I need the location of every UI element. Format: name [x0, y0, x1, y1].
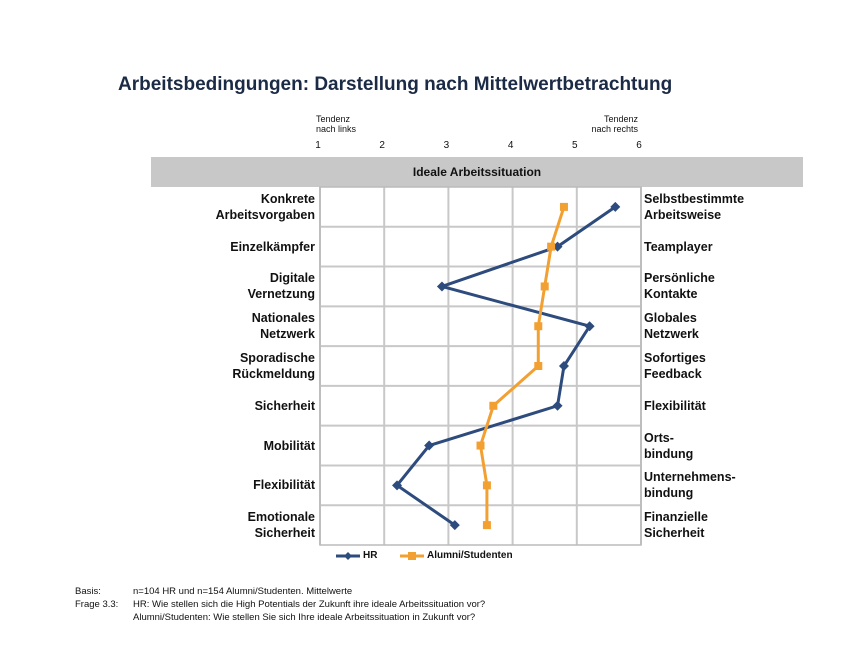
legend-label: Alumni/Studenten [427, 550, 513, 561]
note-text: n=104 HR und n=154 Alumni/Studenten. Mit… [133, 586, 353, 597]
marker [449, 520, 460, 531]
category-right: Flexibilität [644, 398, 706, 413]
note-text: HR: Wie stellen sich die High Potentials… [133, 599, 486, 610]
category-left: Flexibilität [253, 478, 315, 493]
category-left: Sporadische Rückmeldung [232, 351, 315, 381]
x-tick-label: 1 [315, 140, 321, 151]
category-right: Sofortiges Feedback [644, 351, 706, 381]
category-right: Teamplayer [644, 239, 713, 254]
x-tick-label: 3 [443, 140, 450, 151]
category-left: Nationales Netzwerk [251, 311, 315, 342]
category-left: Einzelkämpfer [230, 239, 315, 254]
category-right: Finanzielle Sicherheit [644, 510, 708, 541]
marker [540, 282, 549, 291]
category-right: Persönliche Kontakte [644, 271, 715, 302]
marker [482, 521, 491, 530]
marker [534, 322, 543, 331]
note-label: Basis: [75, 586, 101, 597]
legend-marker [344, 552, 352, 560]
series-line [478, 206, 566, 526]
marker [559, 202, 568, 211]
marker [558, 361, 569, 371]
category-left: Digitale Vernetzung [247, 271, 315, 302]
category-right: Globales Netzwerk [644, 311, 699, 342]
marker [534, 362, 543, 370]
category-left: Konkrete Arbeitsvorgaben [215, 191, 315, 222]
category-right: Orts- bindung [644, 430, 694, 461]
note-text: Alumni/Studenten: Wie stellen Sie sich I… [133, 612, 476, 623]
legend-label: HR [363, 550, 378, 561]
axis-note-right: Tendenz nach rechts [591, 114, 638, 134]
marker [610, 201, 621, 212]
x-tick-label: 2 [379, 140, 385, 151]
marker [547, 242, 556, 251]
marker [552, 400, 563, 411]
marker [424, 440, 435, 451]
panel-band [151, 157, 803, 187]
x-tick-label: 6 [636, 140, 642, 151]
category-left: Mobilität [263, 438, 315, 453]
note-label: Frage 3.3: [75, 599, 119, 610]
chart-title: Arbeitsbedingungen: Darstellung nach Mit… [118, 74, 673, 95]
category-right: Unternehmens- bindung [644, 470, 736, 501]
plot-frame [319, 186, 642, 546]
x-tick-label: 4 [507, 140, 514, 151]
marker [584, 321, 595, 332]
axis-note-left: Tendenz nach links [316, 114, 357, 134]
x-tick-label: 5 [572, 140, 578, 151]
marker [482, 481, 491, 490]
marker [489, 401, 498, 410]
category-right: Selbstbestimmte Arbeitsweise [644, 191, 745, 222]
category-left: Emotionale Sicherheit [247, 510, 315, 541]
marker [392, 480, 403, 491]
series-line [394, 205, 617, 527]
panel-title: Ideale Arbeitssituation [412, 165, 542, 179]
category-left: Sicherheit [254, 398, 315, 413]
marker [436, 281, 447, 292]
legend-marker [408, 552, 416, 560]
marker [476, 441, 485, 450]
